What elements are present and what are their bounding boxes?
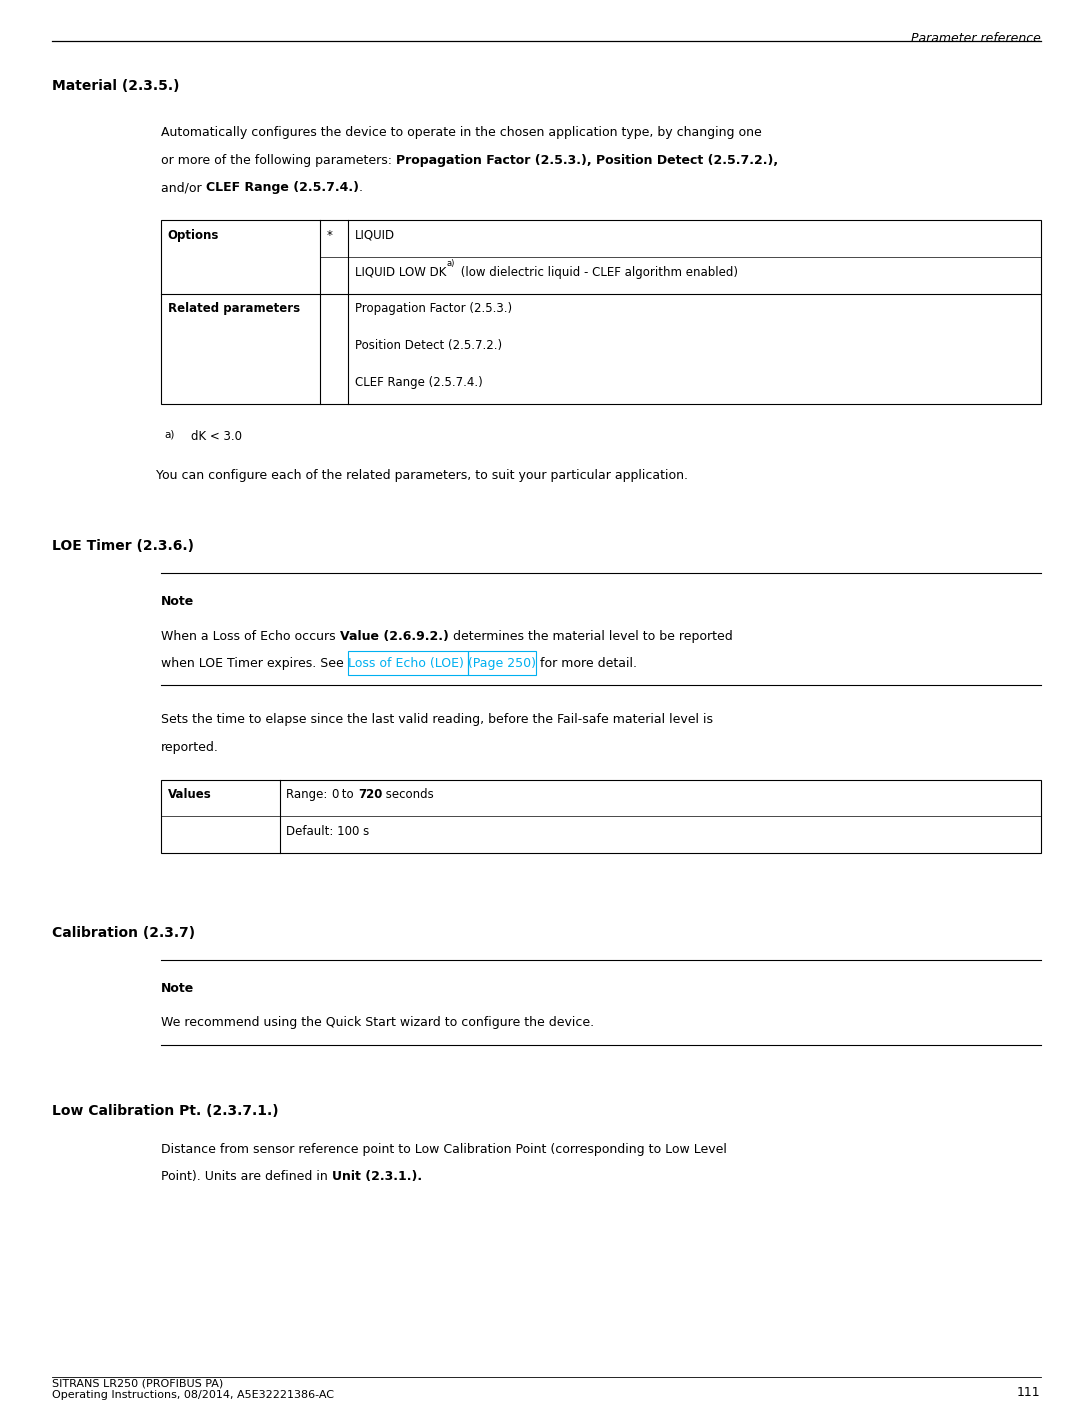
Text: Note: Note [161,595,195,608]
Text: Propagation Factor (2.5.3.),: Propagation Factor (2.5.3.), [397,153,592,167]
Text: LIQUID: LIQUID [355,229,395,241]
Text: Loss of Echo (LOE) (Page 250): Loss of Echo (LOE) (Page 250) [348,657,536,670]
Text: Position Detect (2.5.7.2.),: Position Detect (2.5.7.2.), [596,153,778,167]
Text: You can configure each of the related parameters, to suit your particular applic: You can configure each of the related pa… [156,469,688,482]
Text: We recommend using the Quick Start wizard to configure the device.: We recommend using the Quick Start wizar… [161,1016,594,1029]
Text: Propagation Factor (2.5.3.): Propagation Factor (2.5.3.) [355,302,512,316]
Bar [348,651,468,675]
Text: SITRANS LR250 (PROFIBUS PA): SITRANS LR250 (PROFIBUS PA) [52,1379,223,1389]
Text: a): a) [164,430,175,439]
Text: Calibration (2.3.7): Calibration (2.3.7) [52,927,195,939]
Text: 111: 111 [1017,1386,1041,1398]
Text: a): a) [446,258,455,268]
Text: when LOE Timer expires. See: when LOE Timer expires. See [161,657,348,670]
Text: CLEF Range (2.5.7.4.): CLEF Range (2.5.7.4.) [206,181,359,194]
Text: for more detail.: for more detail. [536,657,637,670]
Text: .: . [359,181,363,194]
Text: Parameter reference: Parameter reference [911,31,1041,45]
Text: Position Detect (2.5.7.2.): Position Detect (2.5.7.2.) [355,340,502,352]
Text: When a Loss of Echo occurs: When a Loss of Echo occurs [161,629,340,643]
Text: dK < 3.0: dK < 3.0 [191,430,242,442]
Text: (low dielectric liquid - CLEF algorithm enabled): (low dielectric liquid - CLEF algorithm … [457,265,737,278]
Text: 0: 0 [331,789,339,802]
Text: Operating Instructions, 08/2014, A5E32221386-AC: Operating Instructions, 08/2014, A5E3222… [52,1390,333,1400]
Text: CLEF Range (2.5.7.4.): CLEF Range (2.5.7.4.) [355,376,483,389]
Bar [468,651,536,675]
Text: 720: 720 [358,789,383,802]
Text: Options: Options [168,229,219,241]
Bar [161,220,1041,404]
Text: Point). Units are defined in: Point). Units are defined in [161,1170,332,1184]
Text: Related parameters: Related parameters [168,302,300,316]
Text: to: to [339,789,358,802]
Text: Unit (2.3.1.).: Unit (2.3.1.). [332,1170,422,1184]
Text: LOE Timer (2.3.6.): LOE Timer (2.3.6.) [52,539,194,553]
Text: Note: Note [161,983,195,995]
Text: or more of the following parameters:: or more of the following parameters: [161,153,397,167]
Text: LIQUID LOW DK: LIQUID LOW DK [355,265,446,278]
Text: Values: Values [168,789,212,802]
Text: Range:: Range: [286,789,331,802]
Bar [161,781,1041,852]
Text: Value (2.6.9.2.): Value (2.6.9.2.) [340,629,448,643]
Text: seconds: seconds [383,789,434,802]
Text: determines the material level to be reported: determines the material level to be repo… [448,629,732,643]
Text: Default: 100 s: Default: 100 s [286,826,369,838]
Text: Automatically configures the device to operate in the chosen application type, b: Automatically configures the device to o… [161,126,762,139]
Text: Distance from sensor reference point to Low Calibration Point (corresponding to : Distance from sensor reference point to … [161,1143,727,1155]
Text: and/or: and/or [161,181,206,194]
Text: Material (2.3.5.): Material (2.3.5.) [52,79,180,93]
Text: Sets the time to elapse since the last valid reading, before the Fail-safe mater: Sets the time to elapse since the last v… [161,713,713,726]
Text: reported.: reported. [161,740,219,754]
Text: *: * [327,229,332,241]
Text: Low Calibration Pt. (2.3.7.1.): Low Calibration Pt. (2.3.7.1.) [52,1104,278,1118]
